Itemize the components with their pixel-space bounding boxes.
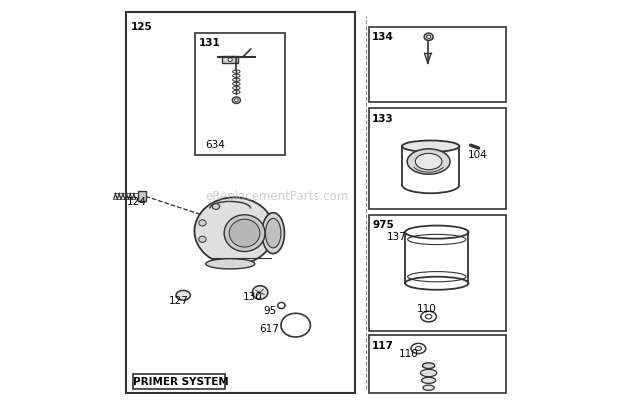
Text: 131: 131	[199, 38, 221, 47]
Bar	[195, 33, 285, 155]
Ellipse shape	[424, 33, 433, 40]
Ellipse shape	[229, 219, 260, 247]
Bar	[370, 215, 507, 331]
Ellipse shape	[212, 204, 219, 209]
Bar	[370, 108, 507, 209]
Text: 110: 110	[417, 304, 437, 314]
Bar	[133, 374, 225, 389]
Ellipse shape	[252, 286, 268, 299]
Ellipse shape	[415, 153, 442, 170]
Bar	[370, 27, 507, 102]
Bar	[138, 191, 146, 201]
Text: 95: 95	[263, 306, 277, 316]
Text: 104: 104	[467, 151, 487, 160]
Ellipse shape	[407, 149, 450, 174]
Ellipse shape	[265, 218, 281, 248]
Ellipse shape	[402, 141, 459, 152]
Text: 975: 975	[372, 220, 394, 230]
Ellipse shape	[176, 290, 190, 300]
Text: 133: 133	[372, 114, 394, 124]
Text: 127: 127	[169, 296, 188, 306]
Ellipse shape	[420, 369, 436, 377]
Ellipse shape	[232, 97, 241, 103]
Text: 617: 617	[259, 324, 279, 334]
Ellipse shape	[199, 220, 206, 226]
Ellipse shape	[427, 35, 431, 38]
Text: PRIMER SYSTEM: PRIMER SYSTEM	[133, 378, 229, 387]
Ellipse shape	[234, 99, 238, 102]
Ellipse shape	[195, 198, 274, 265]
Text: eReplacementParts.com: eReplacementParts.com	[206, 190, 349, 203]
Text: 130: 130	[242, 292, 262, 301]
Text: 134: 134	[372, 32, 394, 42]
Text: 124: 124	[127, 198, 147, 207]
Text: 117: 117	[372, 341, 394, 351]
Text: 125: 125	[131, 22, 153, 32]
Ellipse shape	[206, 259, 255, 269]
Ellipse shape	[422, 377, 436, 384]
Bar	[126, 12, 355, 393]
Text: 137: 137	[386, 232, 406, 242]
Ellipse shape	[224, 215, 265, 252]
Ellipse shape	[422, 363, 435, 369]
Text: 634: 634	[206, 140, 226, 150]
Bar	[370, 335, 507, 393]
Ellipse shape	[423, 385, 435, 390]
Text: 110: 110	[399, 349, 419, 359]
Ellipse shape	[199, 236, 206, 242]
Ellipse shape	[262, 213, 285, 254]
Ellipse shape	[228, 58, 232, 62]
Bar	[222, 56, 239, 63]
